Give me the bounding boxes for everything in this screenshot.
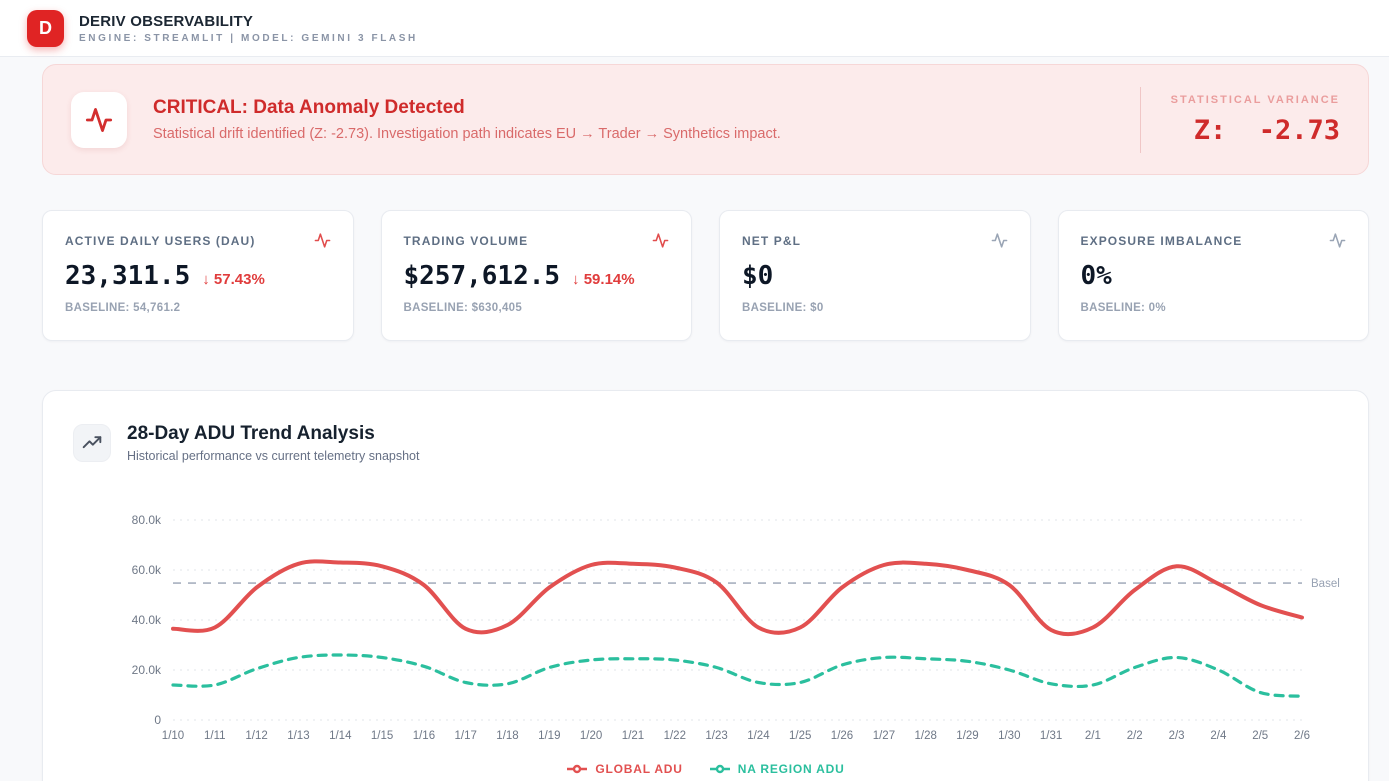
metric-label: NET P&L	[742, 233, 802, 248]
legend-label: NA REGION ADU	[737, 762, 845, 776]
legend-label: GLOBAL ADU	[595, 762, 683, 776]
pulse-activity-icon	[85, 107, 113, 132]
main-content: CRITICAL: Data Anomaly Detected Statisti…	[0, 57, 1389, 781]
x-tick-label: 1/27	[873, 730, 895, 742]
pulse-activity-icon	[652, 232, 669, 249]
alert-body: CRITICAL: Data Anomaly Detected Statisti…	[153, 97, 781, 142]
series-line-global-adu	[171, 559, 1304, 637]
x-tick-label: 2/6	[1294, 730, 1310, 742]
adu-trend-card: 28-Day ADU Trend Analysis Historical per…	[42, 390, 1369, 781]
stat-variance-label: STATISTICAL VARIANCE	[1170, 93, 1340, 106]
x-tick-label: 2/3	[1169, 730, 1185, 742]
y-tick-label: 60.0k	[132, 563, 162, 577]
metric-card-trading-volume: TRADING VOLUME $257,612.5 ↓ 59.14% BASEL…	[380, 210, 692, 341]
metric-baseline: BASELINE: $0	[742, 302, 824, 314]
x-tick-label: 1/15	[371, 730, 393, 742]
alert-title: CRITICAL: Data Anomaly Detected	[153, 97, 465, 118]
legend-item-na-region-adu[interactable]: NA REGION ADU	[709, 762, 845, 776]
pulse-activity-icon	[314, 232, 331, 249]
x-tick-label: 1/17	[455, 730, 477, 742]
chart-title: 28-Day ADU Trend Analysis	[127, 423, 375, 444]
legend-line-marker-icon	[567, 764, 588, 774]
legend-item-global-adu[interactable]: GLOBAL ADU	[566, 762, 682, 776]
metric-card-net-pnl: NET P&L $0 BASELINE: $0	[719, 210, 1031, 341]
x-tick-label: 1/19	[538, 730, 560, 742]
alert-icon-box	[71, 91, 127, 148]
x-tick-label: 2/1	[1085, 730, 1101, 742]
statistical-variance-block: STATISTICAL VARIANCE Z: -2.73	[1171, 94, 1340, 146]
metrics-row: ACTIVE DAILY USERS (DAU) 23,311.5 ↓ 57.4…	[42, 210, 1369, 341]
metric-label: TRADING VOLUME	[403, 233, 529, 248]
y-tick-label: 20.0k	[132, 663, 162, 677]
x-tick-label: 1/30	[998, 730, 1020, 742]
alert-divider	[1139, 86, 1141, 153]
chart-header: 28-Day ADU Trend Analysis Historical per…	[73, 423, 1338, 463]
chart-legend: GLOBAL ADU NA REGION ADU	[73, 762, 1338, 776]
pulse-activity-icon	[1329, 232, 1346, 249]
metric-label: ACTIVE DAILY USERS (DAU)	[65, 233, 256, 248]
z-score-value: Z: -2.73	[1193, 114, 1340, 146]
x-tick-label: 1/16	[413, 730, 435, 742]
x-tick-label: 2/4	[1210, 730, 1227, 742]
brand-logo: D	[27, 9, 64, 47]
x-tick-label: 1/25	[789, 730, 811, 742]
alert-stat-section: STATISTICAL VARIANCE Z: -2.73	[1139, 86, 1340, 153]
x-tick-label: 1/26	[831, 730, 853, 742]
baseline-label: Basel	[1311, 578, 1340, 590]
metric-baseline: BASELINE: 54,761.2	[65, 302, 181, 314]
x-tick-label: 1/31	[1040, 730, 1062, 742]
top-bar: D DERIV OBSERVABILITY ENGINE: STREAMLIT …	[0, 0, 1389, 57]
adu-trend-chart: 0 20.0k 40.0k 60.0k 80.0k Basel 1/10 1/11 1/12 1/…	[73, 503, 1340, 753]
x-tick-label: 1/10	[162, 730, 184, 742]
metric-value: $0	[742, 261, 774, 291]
alert-description: Statistical drift identified (Z: -2.73).…	[153, 126, 781, 142]
trend-chart-svg: 0 20.0k 40.0k 60.0k 80.0k Basel 1/10 1/11 1/12 1/…	[132, 513, 1340, 742]
x-tick-label: 1/12	[245, 730, 267, 742]
x-tick-label: 1/13	[287, 730, 309, 742]
legend-line-marker-icon	[709, 764, 730, 774]
x-tick-label: 1/29	[956, 730, 978, 742]
metric-delta: ↓ 59.14%	[572, 271, 635, 288]
metric-value: $257,612.5	[403, 261, 561, 291]
brand-logo-letter: D	[39, 17, 52, 38]
y-tick-label: 80.0k	[132, 513, 162, 527]
x-tick-label: 1/24	[747, 730, 770, 742]
x-tick-label: 1/23	[705, 730, 727, 742]
x-tick-label: 1/20	[580, 730, 602, 742]
metric-baseline: BASELINE: $630,405	[403, 302, 523, 314]
x-tick-label: 1/22	[664, 730, 686, 742]
chart-icon-box	[73, 424, 111, 462]
x-tick-label: 2/2	[1127, 730, 1143, 742]
x-tick-label: 1/28	[915, 730, 937, 742]
metric-card-exposure-imbalance: EXPOSURE IMBALANCE 0% BASELINE: 0%	[1057, 210, 1369, 341]
y-tick-label: 0	[154, 713, 161, 727]
x-tick-label: 1/14	[329, 730, 352, 742]
brand-block: DERIV OBSERVABILITY ENGINE: STREAMLIT | …	[79, 13, 418, 44]
x-tick-label: 1/11	[204, 730, 226, 742]
metric-delta: ↓ 57.43%	[202, 271, 265, 288]
metric-value: 0%	[1080, 261, 1112, 291]
y-tick-label: 40.0k	[132, 613, 162, 627]
x-tick-label: 1/21	[622, 730, 644, 742]
pulse-activity-icon	[991, 232, 1008, 249]
metric-label: EXPOSURE IMBALANCE	[1080, 233, 1243, 248]
critical-alert-banner: CRITICAL: Data Anomaly Detected Statisti…	[42, 64, 1369, 175]
x-tick-label: 1/18	[496, 730, 518, 742]
metric-baseline: BASELINE: 0%	[1080, 302, 1166, 314]
app-subtitle: ENGINE: STREAMLIT | MODEL: GEMINI 3 FLAS…	[79, 32, 418, 44]
chart-subtitle: Historical performance vs current teleme…	[127, 449, 420, 463]
app-title: DERIV OBSERVABILITY	[79, 12, 254, 30]
trending-up-icon	[82, 436, 102, 449]
x-tick-label: 2/5	[1252, 730, 1268, 742]
metric-card-dau: ACTIVE DAILY USERS (DAU) 23,311.5 ↓ 57.4…	[42, 210, 354, 341]
metric-value: 23,311.5	[65, 261, 191, 291]
series-line-na-region-adu	[171, 653, 1304, 698]
